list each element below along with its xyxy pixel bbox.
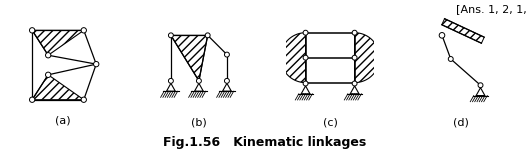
Text: (c): (c) bbox=[323, 117, 338, 127]
Circle shape bbox=[478, 83, 483, 88]
Circle shape bbox=[224, 78, 230, 83]
Polygon shape bbox=[354, 33, 379, 83]
Polygon shape bbox=[32, 75, 84, 100]
Circle shape bbox=[168, 78, 174, 83]
Circle shape bbox=[94, 61, 99, 67]
Circle shape bbox=[352, 55, 357, 60]
Text: [Ans. 1, 2, 1,: [Ans. 1, 2, 1, bbox=[455, 5, 526, 15]
Circle shape bbox=[303, 30, 308, 35]
Text: Fig.1.56   Kinematic linkages: Fig.1.56 Kinematic linkages bbox=[163, 136, 366, 149]
Circle shape bbox=[81, 97, 86, 102]
Text: (b): (b) bbox=[191, 117, 207, 127]
Circle shape bbox=[30, 97, 35, 102]
Polygon shape bbox=[442, 19, 484, 43]
Circle shape bbox=[30, 28, 35, 33]
Circle shape bbox=[352, 81, 357, 86]
Circle shape bbox=[205, 33, 210, 38]
Circle shape bbox=[45, 72, 51, 78]
Polygon shape bbox=[280, 33, 306, 83]
Circle shape bbox=[303, 81, 308, 86]
Text: (d): (d) bbox=[453, 117, 469, 127]
Circle shape bbox=[196, 78, 202, 83]
Circle shape bbox=[45, 53, 51, 58]
Circle shape bbox=[439, 33, 445, 38]
Polygon shape bbox=[171, 35, 208, 81]
Circle shape bbox=[168, 33, 174, 38]
Circle shape bbox=[352, 30, 357, 35]
Text: (a): (a) bbox=[56, 115, 71, 125]
Circle shape bbox=[448, 57, 453, 61]
Circle shape bbox=[303, 55, 308, 60]
Circle shape bbox=[224, 52, 230, 57]
Polygon shape bbox=[32, 30, 84, 55]
Circle shape bbox=[81, 28, 86, 33]
